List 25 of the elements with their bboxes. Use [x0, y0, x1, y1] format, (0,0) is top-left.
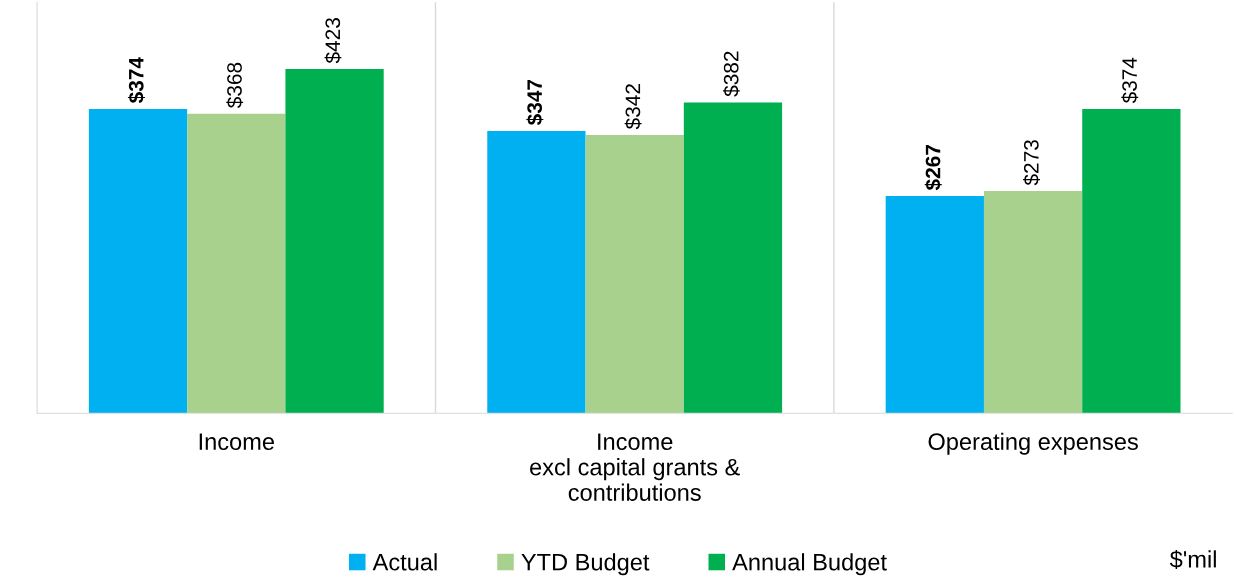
- data-label: $267: [924, 145, 942, 191]
- bar: [285, 69, 384, 414]
- data-label: $273: [1023, 140, 1040, 186]
- x-tick-label: Income excl capital grants & contributions: [530, 433, 740, 501]
- data-label: $374: [1121, 57, 1139, 104]
- legend-label: YTD Budget: [521, 553, 650, 576]
- bar: [487, 130, 586, 414]
- data-label: $347: [526, 79, 544, 126]
- legend-label: Actual: [372, 553, 437, 571]
- text: $'mil: [1169, 549, 1216, 570]
- bar: [88, 108, 188, 414]
- data-label: $423: [324, 18, 342, 64]
- data-label: $382: [722, 51, 740, 97]
- bar: [983, 191, 1083, 414]
- bar: [187, 113, 286, 414]
- x-tick-label: Operating expenses: [928, 432, 1138, 455]
- legend-label: Annual Budget: [732, 553, 887, 576]
- data-label: $374: [127, 57, 145, 104]
- data-label: $342: [624, 84, 642, 130]
- bar: [585, 134, 684, 414]
- bar: [683, 102, 783, 414]
- x-tick-label: Income: [199, 433, 274, 451]
- bar: [1082, 108, 1181, 414]
- bar: [885, 196, 984, 414]
- data-label: $368: [226, 62, 244, 109]
